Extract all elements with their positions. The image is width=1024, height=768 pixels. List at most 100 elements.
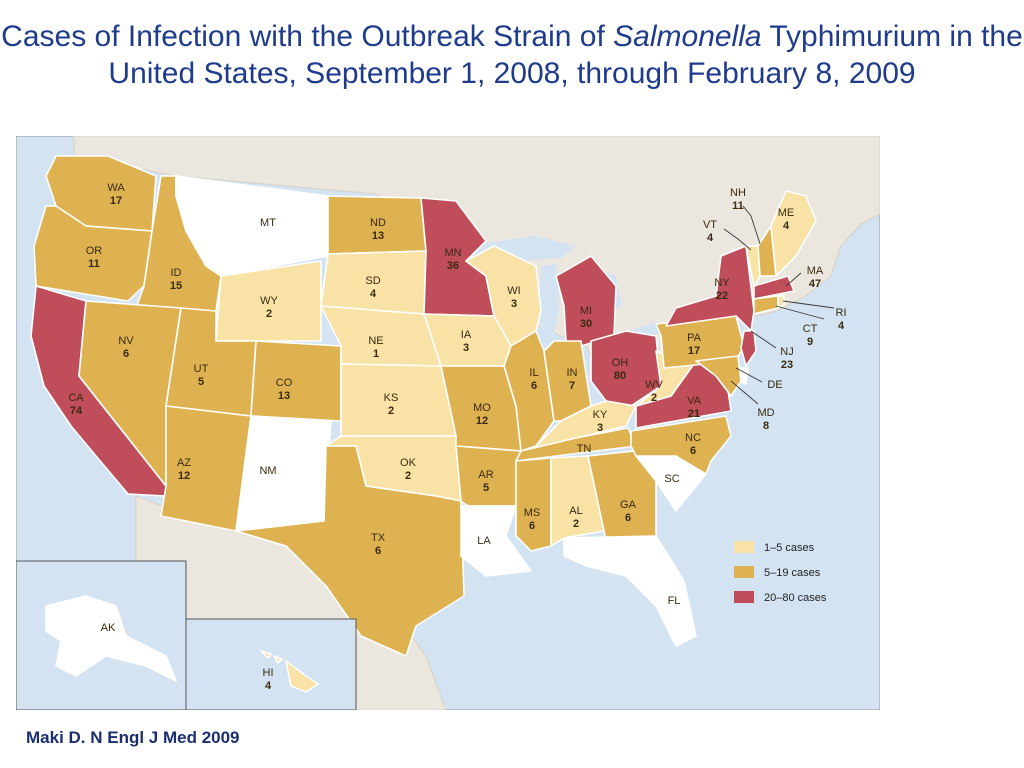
state-label-al: AL — [569, 505, 582, 517]
state-label-wy: WY — [260, 295, 278, 307]
legend-swatch-low — [734, 541, 754, 553]
state-label-ky: KY — [593, 409, 608, 421]
state-label-mt: MT — [260, 217, 276, 229]
case-count-ks: 2 — [388, 405, 394, 417]
state-label-or: OR — [86, 245, 103, 257]
state-label-nm: NM — [259, 465, 276, 477]
state-label-vt: VT — [703, 219, 717, 231]
case-count-oh: 80 — [614, 370, 626, 382]
state-label-nh: NH — [730, 187, 746, 199]
case-count-nv: 6 — [123, 348, 129, 360]
state-label-az: AZ — [177, 457, 191, 469]
case-count-ar: 5 — [483, 482, 489, 494]
state-label-ak: AK — [101, 622, 116, 634]
state-label-wi: WI — [507, 285, 520, 297]
case-count-wa: 17 — [110, 195, 122, 207]
state-ct — [753, 295, 779, 315]
leader-de — [735, 367, 763, 383]
case-count-wv: 2 — [651, 392, 657, 404]
state-oh — [590, 330, 662, 407]
case-count-ms: 6 — [529, 520, 535, 532]
legend-swatch-high — [734, 591, 754, 603]
case-count-mo: 12 — [476, 415, 488, 427]
state-label-id: ID — [171, 267, 182, 279]
state-label-ks: KS — [384, 392, 399, 404]
case-count-ny: 22 — [716, 290, 728, 302]
case-count-tx: 6 — [375, 545, 381, 557]
case-count-ca: 74 — [70, 405, 83, 417]
state-label-ny: NY — [714, 277, 730, 289]
case-count-nj: 23 — [781, 359, 793, 371]
case-count-nc: 6 — [690, 445, 696, 457]
case-count-ri: 4 — [838, 320, 845, 332]
leader-md — [730, 380, 759, 405]
us-map: WA 17 OR 11 CA 74 ID 15 NV 6 MT WY 2 UT 5 CO 13 AZ 12 NM ND 1… — [16, 136, 880, 710]
state-label-in: IN — [567, 367, 578, 379]
case-count-me: 4 — [783, 220, 790, 232]
state-label-oh: OH — [612, 357, 629, 369]
state-label-de: DE — [767, 379, 782, 391]
case-count-ma: 47 — [809, 278, 821, 290]
case-count-ut: 5 — [198, 376, 204, 388]
leader-ct — [775, 305, 825, 320]
leader-vt — [723, 228, 752, 251]
case-count-pa: 17 — [688, 345, 700, 357]
case-count-ct: 9 — [807, 336, 813, 348]
state-label-hi: HI — [263, 667, 274, 679]
state-tx — [235, 445, 465, 657]
state-fl — [563, 535, 697, 647]
state-label-va: VA — [687, 395, 702, 407]
case-count-ia: 3 — [463, 342, 469, 354]
state-label-fl: FL — [668, 595, 681, 607]
title-text-1: Cases of Infection with the Outbreak Str… — [1, 20, 614, 53]
state-ms — [515, 457, 552, 552]
case-count-ky: 3 — [597, 422, 603, 434]
leader-nj — [750, 330, 777, 349]
state-label-wv: WV — [645, 379, 663, 391]
case-count-nd: 13 — [372, 230, 384, 242]
state-label-mn: MN — [444, 247, 461, 259]
state-label-la: LA — [477, 535, 491, 547]
case-count-wi: 3 — [511, 298, 517, 310]
case-count-mi: 30 — [580, 318, 592, 330]
state-label-ri: RI — [836, 307, 847, 319]
case-count-ok: 2 — [405, 470, 411, 482]
state-label-co: CO — [276, 377, 293, 389]
citation: Maki D. N Engl J Med 2009 — [26, 728, 240, 747]
hawaii-inset — [185, 618, 357, 710]
state-al — [550, 455, 605, 547]
state-ak — [45, 595, 177, 682]
state-label-nv: NV — [118, 335, 134, 347]
state-label-ne: NE — [368, 335, 383, 347]
case-count-nh: 11 — [732, 200, 744, 212]
state-label-pa: PA — [687, 332, 702, 344]
state-label-tx: TX — [371, 532, 386, 544]
case-count-hi: 4 — [265, 680, 272, 692]
case-count-mn: 36 — [447, 260, 459, 272]
legend-label-high: 20–80 cases — [764, 592, 827, 604]
state-label-nj: NJ — [780, 346, 793, 358]
case-count-il: 6 — [531, 380, 537, 392]
title-text-italic: Salmonella — [613, 20, 762, 53]
case-count-sd: 4 — [370, 288, 377, 300]
state-label-wa: WA — [107, 182, 125, 194]
state-label-tn: TN — [577, 443, 592, 455]
lake-michigan — [538, 264, 560, 346]
state-label-md: MD — [757, 407, 774, 419]
state-label-il: IL — [529, 367, 538, 379]
legend-label-low: 1–5 cases — [764, 542, 815, 554]
case-count-az: 12 — [178, 470, 190, 482]
case-count-id: 15 — [170, 280, 182, 292]
case-count-in: 7 — [569, 380, 575, 392]
state-label-mo: MO — [473, 402, 491, 414]
state-label-ut: UT — [194, 363, 209, 375]
slide-title: Cases of Infection with the Outbreak Str… — [0, 18, 1024, 92]
state-label-ca: CA — [68, 392, 84, 404]
state-az — [160, 405, 252, 532]
case-count-va: 21 — [688, 408, 700, 420]
state-label-sd: SD — [365, 275, 380, 287]
state-ma — [753, 275, 795, 300]
case-count-al: 2 — [573, 518, 579, 530]
legend-label-mid: 5–19 cases — [764, 567, 821, 579]
state-nm — [235, 415, 332, 532]
